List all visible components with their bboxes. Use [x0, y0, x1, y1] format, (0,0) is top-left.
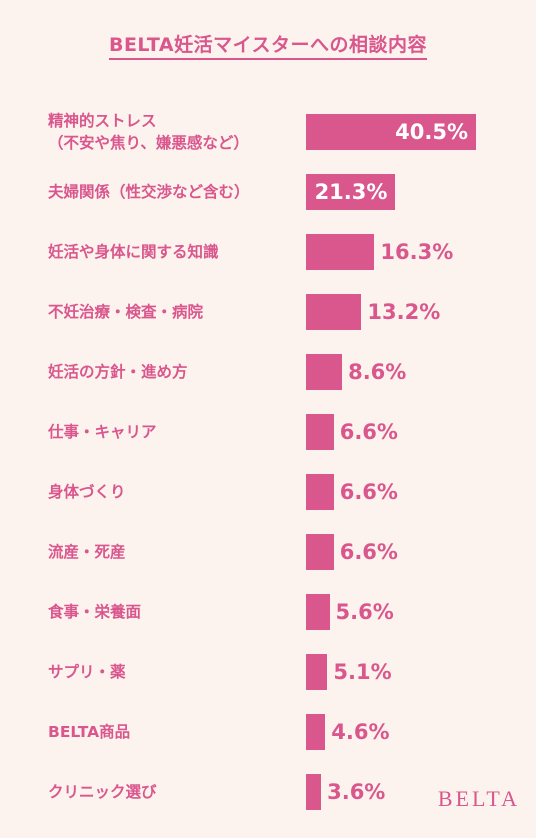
- category-label-line: 精神的ストレス: [48, 112, 157, 130]
- category-label-line: 食事・栄養面: [48, 603, 142, 621]
- category-label-line: 仕事・キャリア: [48, 423, 157, 441]
- category-label-line: 流産・死産: [48, 543, 126, 561]
- bar-row: 妊活の方針・進め方 8.6%: [0, 354, 536, 404]
- bar: [306, 714, 326, 750]
- category-label-line: 夫婦関係（性交渉など含む）: [48, 183, 250, 201]
- data-label: 13.2%: [367, 300, 441, 324]
- category-label-line: （不安や焦り、嫌悪感など）: [48, 134, 249, 152]
- category-label: 身体づくり: [48, 481, 303, 503]
- bar: [306, 654, 328, 690]
- bar: [306, 114, 476, 150]
- data-label: 40.5%: [395, 120, 468, 144]
- bar: [306, 234, 375, 270]
- category-label-line: クリニック選び: [48, 783, 157, 801]
- bar-row: 精神的ストレス （不安や焦り、嫌悪感など） 40.5%: [0, 112, 536, 164]
- chart-title: BELTA妊活マイスターへの相談内容: [0, 30, 536, 60]
- category-label-line: 妊活や身体に関する知識: [48, 243, 219, 261]
- bar: [306, 474, 334, 510]
- data-label: 5.1%: [333, 660, 392, 684]
- data-label: 5.6%: [335, 600, 394, 624]
- bar-row: 妊活や身体に関する知識 16.3%: [0, 234, 536, 284]
- bar: [306, 774, 322, 810]
- category-label: 不妊治療・検査・病院: [48, 301, 303, 323]
- bar-row: サプリ・薬 5.1%: [0, 654, 536, 704]
- bar: [306, 414, 334, 450]
- data-label: 3.6%: [327, 780, 386, 804]
- bar-row: クリニック選び 3.6%: [0, 774, 536, 824]
- bar: [306, 174, 396, 210]
- bar-row: 身体づくり 6.6%: [0, 474, 536, 524]
- category-label: 流産・死産: [48, 541, 303, 563]
- category-label-line: 妊活の方針・進め方: [48, 363, 188, 381]
- category-label: サプリ・薬: [48, 661, 303, 683]
- data-label: 6.6%: [339, 480, 398, 504]
- bar-row: 仕事・キャリア 6.6%: [0, 414, 536, 464]
- category-label: 夫婦関係（性交渉など含む）: [48, 181, 303, 203]
- data-label: 4.6%: [331, 720, 390, 744]
- category-label-line: 身体づくり: [48, 483, 126, 501]
- data-label: 8.6%: [348, 360, 407, 384]
- category-label-line: 不妊治療・検査・病院: [48, 303, 204, 321]
- category-label: 妊活や身体に関する知識: [48, 241, 303, 263]
- category-label: 食事・栄養面: [48, 601, 303, 623]
- bar: [306, 534, 334, 570]
- data-label: 16.3%: [380, 240, 454, 264]
- category-label: 精神的ストレス （不安や焦り、嫌悪感など）: [48, 110, 303, 154]
- category-label: BELTA商品: [48, 721, 303, 743]
- category-label-line: サプリ・薬: [48, 663, 126, 681]
- bar-row: 食事・栄養面 5.6%: [0, 594, 536, 644]
- bar: [306, 354, 343, 390]
- category-label-line: BELTA商品: [48, 723, 131, 741]
- category-label: 妊活の方針・進め方: [48, 361, 303, 383]
- bar: [306, 294, 362, 330]
- data-label: 6.6%: [339, 540, 398, 564]
- bar: [306, 594, 330, 630]
- category-label: 仕事・キャリア: [48, 421, 303, 443]
- bar-row: 流産・死産 6.6%: [0, 534, 536, 584]
- data-label: 21.3%: [314, 180, 388, 204]
- bar-row: 不妊治療・検査・病院 13.2%: [0, 294, 536, 344]
- brand-logo: BELTA: [437, 786, 520, 811]
- data-label: 6.6%: [339, 420, 398, 444]
- bar-row: BELTA商品 4.6%: [0, 714, 536, 764]
- category-label: クリニック選び: [48, 781, 303, 803]
- bar-row: 夫婦関係（性交渉など含む） 21.3%: [0, 174, 536, 224]
- chart-title-text: BELTA妊活マイスターへの相談内容: [108, 34, 428, 60]
